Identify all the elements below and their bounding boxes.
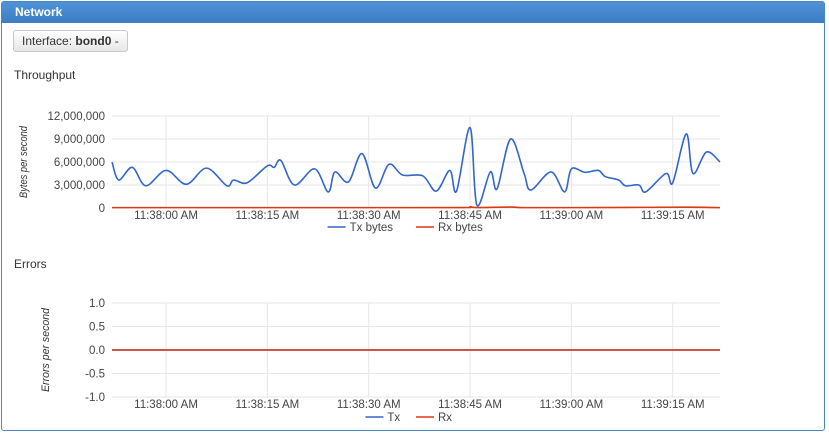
interface-value: bond0 [75, 34, 112, 48]
x-tick-label: 11:38:30 AM [337, 210, 401, 222]
errors-title: Errors [14, 257, 47, 271]
interface-dropdown[interactable]: Interface: bond0 - [13, 30, 128, 52]
y-axis-label: Bytes per second [18, 125, 30, 198]
x-tick-label: 11:39:00 AM [540, 399, 604, 411]
y-tick-label: -1.0 [85, 392, 105, 404]
x-tick-label: 11:38:15 AM [236, 210, 300, 222]
chevron-down-icon: - [114, 34, 119, 48]
throughput-title: Throughput [14, 68, 76, 82]
interface-label: Interface: [22, 34, 73, 48]
y-tick-label: -0.5 [85, 369, 105, 381]
x-tick-label: 11:38:45 AM [438, 210, 502, 222]
legend-label: Tx [387, 412, 400, 424]
y-tick-label: 0.5 [89, 322, 105, 334]
x-tick-label: 11:39:15 AM [641, 399, 705, 411]
x-tick-label: 11:39:15 AM [641, 210, 705, 222]
x-tick-label: 11:39:00 AM [540, 210, 604, 222]
y-axis-label: Errors per second [40, 307, 52, 392]
x-tick-label: 11:38:15 AM [236, 399, 300, 411]
legend-label: Rx [438, 412, 452, 424]
y-tick-label: 1.0 [89, 298, 105, 310]
series-line-tx-bytes [111, 126, 721, 207]
y-tick-label: 0.0 [89, 345, 105, 357]
y-tick-label: 9,000,000 [54, 134, 105, 146]
y-tick-label: 12,000,000 [47, 111, 105, 123]
legend-label: Rx bytes [438, 222, 483, 234]
panel-title: Network [2, 2, 824, 23]
y-tick-label: 0 [99, 203, 105, 215]
y-tick-label: 3,000,000 [54, 180, 105, 192]
series-line-rx-bytes [111, 206, 721, 209]
y-tick-label: 6,000,000 [54, 157, 105, 169]
legend-label: Tx bytes [350, 222, 394, 234]
x-tick-label: 11:38:00 AM [134, 399, 198, 411]
x-tick-label: 11:38:00 AM [134, 210, 198, 222]
x-tick-label: 11:38:45 AM [438, 399, 502, 411]
x-tick-label: 11:38:30 AM [337, 399, 401, 411]
